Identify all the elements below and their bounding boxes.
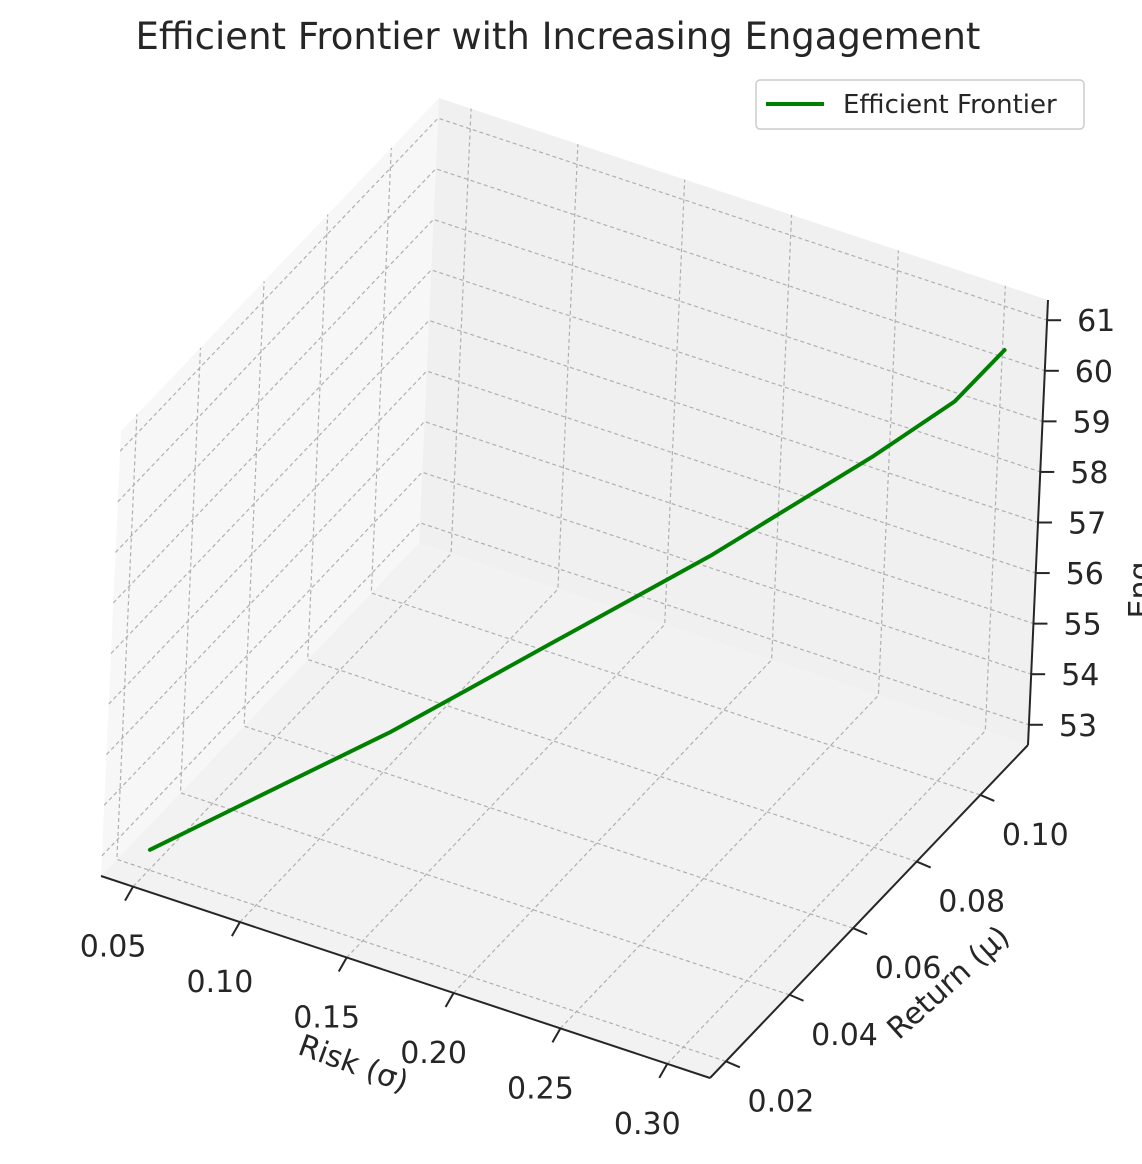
back-pane [419, 98, 1048, 745]
x-tick-mark [124, 886, 134, 902]
y-grid-line [243, 281, 854, 929]
z-axis-label: Eng [1123, 561, 1142, 618]
y-grid-line [370, 147, 981, 796]
y-tick-label: 0.06 [875, 951, 942, 986]
y-tick-mark [979, 794, 995, 802]
z-tick-label: 60 [1075, 355, 1113, 390]
legend-box [755, 79, 1085, 130]
x-grid-line [559, 250, 899, 1029]
legend-label: Efficient Frontier [843, 90, 1057, 120]
axis-panes [101, 98, 1048, 1078]
z-tick-label: 59 [1073, 405, 1111, 440]
y-tick-mark [725, 1060, 741, 1069]
z-tick-label: 54 [1061, 658, 1099, 693]
z-tick-label: 57 [1068, 507, 1106, 542]
x-tick-label: 0.05 [80, 930, 147, 965]
x-grid-line [453, 214, 793, 994]
y-tick-mark [916, 860, 932, 869]
z-tick-label: 58 [1070, 456, 1108, 491]
chart-title: Efficient Frontier with Increasing Engag… [136, 15, 981, 58]
tick-marks [124, 319, 1062, 1079]
x-axis-label: Risk (σ) [294, 1028, 413, 1100]
x-tick-mark [658, 1063, 669, 1079]
y-tick-label: 0.04 [811, 1018, 878, 1053]
y-grid-line [116, 414, 727, 1062]
x-tick-mark [551, 1027, 562, 1043]
x-grid-line [346, 179, 686, 958]
z-tick-label: 53 [1059, 709, 1097, 744]
x-tick-label: 0.25 [507, 1071, 574, 1106]
y-axis-line [709, 744, 1029, 1079]
tick-labels: 0.05 0.10 0.15 0.20 0.25 0.30 0.02 0.04 0.06 0.08… [80, 304, 1116, 1142]
legend: Efficient Frontier [755, 79, 1085, 130]
y-tick-mark [852, 927, 868, 936]
y-tick-label: 0.02 [748, 1084, 815, 1119]
x-tick-mark [337, 957, 348, 973]
z-tick-label: 56 [1066, 557, 1104, 592]
x-tick-mark [444, 992, 455, 1008]
series-layer [147, 348, 1007, 852]
y-tick-mark [789, 993, 804, 1002]
y-grid-line [307, 214, 917, 863]
y-tick-label: 0.10 [1002, 818, 1069, 853]
x-grid-line [132, 108, 472, 888]
grid-lines [101, 108, 1048, 1065]
x-grid-line [239, 144, 579, 923]
z-tick-label: 55 [1064, 608, 1102, 643]
left-pane [101, 98, 439, 876]
y-tick-label: 0.08 [938, 885, 1005, 920]
x-grid-line [666, 285, 1006, 1065]
x-tick-label: 0.20 [400, 1036, 467, 1071]
x-tick-mark [231, 921, 241, 937]
series-line-efficient-frontier [147, 348, 1007, 852]
y-grid-line [179, 347, 790, 996]
x-tick-label: 0.30 [614, 1107, 681, 1142]
x-tick-label: 0.10 [187, 965, 254, 1000]
z-tick-label: 61 [1077, 304, 1115, 339]
x-tick-label: 0.15 [293, 1001, 360, 1036]
x-axis-line [100, 875, 711, 1079]
